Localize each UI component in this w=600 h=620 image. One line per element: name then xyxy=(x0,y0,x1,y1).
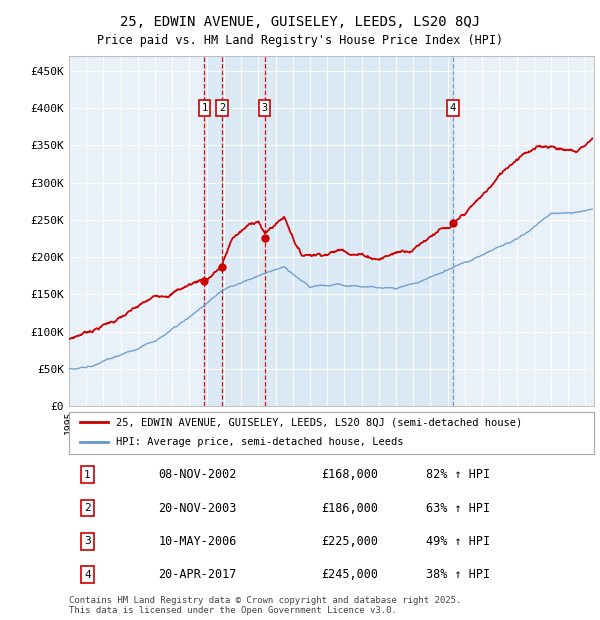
Text: 49% ↑ HPI: 49% ↑ HPI xyxy=(426,535,490,548)
Text: 4: 4 xyxy=(450,103,456,113)
Text: 63% ↑ HPI: 63% ↑ HPI xyxy=(426,502,490,515)
Text: 2: 2 xyxy=(219,103,226,113)
Text: £186,000: £186,000 xyxy=(321,502,378,515)
Text: 10-MAY-2006: 10-MAY-2006 xyxy=(158,535,236,548)
Text: 25, EDWIN AVENUE, GUISELEY, LEEDS, LS20 8QJ: 25, EDWIN AVENUE, GUISELEY, LEEDS, LS20 … xyxy=(120,16,480,30)
Text: £225,000: £225,000 xyxy=(321,535,378,548)
Text: 1: 1 xyxy=(202,103,208,113)
Text: 3: 3 xyxy=(84,536,91,546)
Text: 3: 3 xyxy=(262,103,268,113)
Text: Contains HM Land Registry data © Crown copyright and database right 2025.
This d: Contains HM Land Registry data © Crown c… xyxy=(69,596,461,615)
Text: £168,000: £168,000 xyxy=(321,468,378,481)
Text: 25, EDWIN AVENUE, GUISELEY, LEEDS, LS20 8QJ (semi-detached house): 25, EDWIN AVENUE, GUISELEY, LEEDS, LS20 … xyxy=(116,417,523,427)
Text: 82% ↑ HPI: 82% ↑ HPI xyxy=(426,468,490,481)
Text: 20-APR-2017: 20-APR-2017 xyxy=(158,569,236,582)
Text: 20-NOV-2003: 20-NOV-2003 xyxy=(158,502,236,515)
Text: Price paid vs. HM Land Registry's House Price Index (HPI): Price paid vs. HM Land Registry's House … xyxy=(97,34,503,47)
Text: 1: 1 xyxy=(84,470,91,480)
Text: 2: 2 xyxy=(84,503,91,513)
Text: 08-NOV-2002: 08-NOV-2002 xyxy=(158,468,236,481)
Text: 4: 4 xyxy=(84,570,91,580)
Text: HPI: Average price, semi-detached house, Leeds: HPI: Average price, semi-detached house,… xyxy=(116,437,404,447)
Bar xyxy=(205,56,453,406)
Text: 38% ↑ HPI: 38% ↑ HPI xyxy=(426,569,490,582)
Text: £245,000: £245,000 xyxy=(321,569,378,582)
